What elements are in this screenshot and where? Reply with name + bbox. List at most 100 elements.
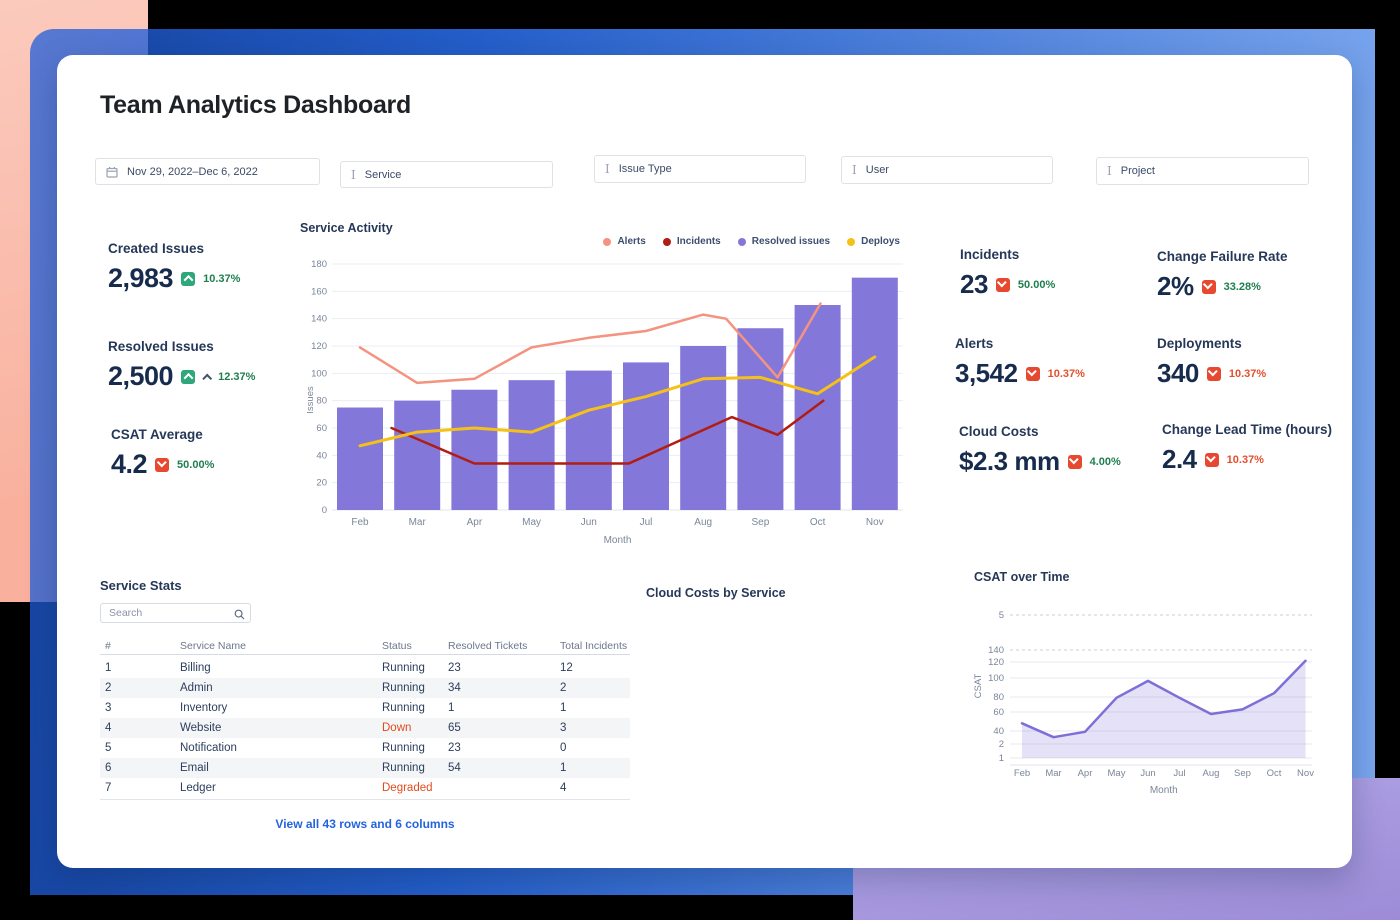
kpi-delta: 10.37% xyxy=(1226,453,1264,466)
kpi-incidents: Incidents 23 50.00% xyxy=(960,247,1055,300)
legend-item-alerts[interactable]: Alerts xyxy=(603,236,646,247)
cell-status: Degraded xyxy=(382,782,433,794)
kpi-value: 340 xyxy=(1157,358,1199,388)
kpi-value: 4.2 xyxy=(111,449,148,479)
service-activity-legend: Alerts Incidents Resolved issues Deploys xyxy=(603,236,900,247)
view-all-link[interactable]: View all 43 rows and 6 columns xyxy=(275,817,455,831)
kpi-delta: 10.37% xyxy=(1047,367,1085,380)
svg-text:120: 120 xyxy=(988,657,1004,668)
kpi-change-failure-rate: Change Failure Rate 2% 33.28% xyxy=(1157,249,1288,302)
kpi-value: 2,500 xyxy=(108,361,174,391)
cell-status: Running xyxy=(382,742,425,754)
text-cursor-icon: I xyxy=(1107,164,1112,178)
table-row[interactable]: 5 Notification Running 23 0 xyxy=(100,738,630,758)
filter-service-label: Service xyxy=(364,168,402,181)
svg-text:Oct: Oct xyxy=(1267,768,1282,779)
table-row[interactable]: 7 Ledger Degraded 4 xyxy=(100,778,630,798)
svg-text:Nov: Nov xyxy=(866,517,884,528)
legend-dot xyxy=(847,237,856,246)
legend-item-incidents[interactable]: Incidents xyxy=(662,236,721,247)
cell-resolved: 23 xyxy=(448,662,461,674)
cell-incidents: 1 xyxy=(560,702,567,714)
svg-text:80: 80 xyxy=(316,396,327,407)
filter-service[interactable]: I Service xyxy=(340,161,553,188)
svg-text:Month: Month xyxy=(1150,785,1178,795)
text-cursor-icon: I xyxy=(351,167,356,182)
table-row[interactable]: 4 Website Down 65 3 xyxy=(100,718,630,738)
csat-over-time-title: CSAT over Time xyxy=(974,570,1070,584)
col-header-service-name: Service Name xyxy=(180,639,246,652)
kpi-delta: 50.00% xyxy=(1017,278,1056,291)
filter-project-label: Project xyxy=(1120,165,1155,177)
filter-issue-type-label: Issue Type xyxy=(618,163,672,175)
kpi-value: 23 xyxy=(960,269,988,299)
service-stats-table: # Service Name Status Resolved Tickets T… xyxy=(100,637,630,800)
kpi-cloud-costs: Cloud Costs $2.3 mm 4.00% xyxy=(959,424,1121,477)
svg-text:Aug: Aug xyxy=(1203,768,1220,779)
table-row[interactable]: 6 Email Running 54 1 xyxy=(100,758,630,778)
kpi-delta: 10.37% xyxy=(203,272,241,285)
date-range-value: Nov 29, 2022–Dec 6, 2022 xyxy=(127,165,258,178)
svg-text:Jul: Jul xyxy=(1173,768,1185,779)
kpi-change-lead-time: Change Lead Time (hours) 2.4 10.37% xyxy=(1162,422,1332,475)
kpi-resolved-issues: Resolved Issues 2,500 12.37% xyxy=(108,339,255,392)
kpi-label: Change Lead Time (hours) xyxy=(1162,422,1333,437)
svg-text:1: 1 xyxy=(999,753,1004,764)
svg-text:Jul: Jul xyxy=(640,517,653,528)
svg-text:Jun: Jun xyxy=(581,517,597,528)
table-row[interactable]: 3 Inventory Running 1 1 xyxy=(100,698,630,718)
kpi-label: Alerts xyxy=(955,336,994,351)
svg-text:100: 100 xyxy=(311,368,327,379)
svg-text:60: 60 xyxy=(316,423,327,434)
cell-resolved: 23 xyxy=(448,742,461,754)
date-range-filter[interactable]: Nov 29, 2022–Dec 6, 2022 xyxy=(95,158,320,185)
legend-item-resolved-issues[interactable]: Resolved issues xyxy=(737,236,831,247)
svg-text:Apr: Apr xyxy=(1078,768,1093,779)
svg-text:160: 160 xyxy=(311,286,327,297)
search-input[interactable] xyxy=(100,603,251,623)
svg-text:Sep: Sep xyxy=(752,517,770,528)
svg-text:Sep: Sep xyxy=(1234,768,1251,779)
svg-text:Month: Month xyxy=(604,535,632,546)
filter-user[interactable]: I User xyxy=(841,156,1053,184)
kpi-label: Cloud Costs xyxy=(959,424,1039,439)
calendar-icon xyxy=(106,166,118,178)
kpi-deployments: Deployments 340 10.37% xyxy=(1157,336,1266,389)
kpi-value: 2% xyxy=(1157,271,1194,301)
table-row[interactable]: 1 Billing Running 23 12 xyxy=(100,658,630,678)
cell-num: 2 xyxy=(105,682,112,694)
filter-issue-type[interactable]: I Issue Type xyxy=(594,155,806,183)
kpi-value: 3,542 xyxy=(955,358,1018,388)
kpi-created-issues: Created Issues 2,983 10.37% xyxy=(108,241,240,294)
cell-incidents: 3 xyxy=(560,722,567,734)
cell-name: Ledger xyxy=(180,782,216,794)
legend-dot xyxy=(603,237,612,246)
trend-down-icon xyxy=(1201,279,1216,294)
filter-project[interactable]: I Project xyxy=(1096,157,1309,185)
legend-item-deploys[interactable]: Deploys xyxy=(847,236,900,247)
kpi-value: 2,983 xyxy=(108,263,174,293)
svg-text:20: 20 xyxy=(316,478,327,489)
trend-up-icon xyxy=(181,271,196,286)
svg-text:Mar: Mar xyxy=(409,517,427,528)
search-box xyxy=(100,603,251,623)
cell-num: 6 xyxy=(105,762,112,774)
cell-status: Running xyxy=(382,762,425,774)
trend-down-icon xyxy=(1067,454,1082,469)
kpi-delta: 50.00% xyxy=(177,458,215,471)
trend-down-icon xyxy=(1025,366,1040,381)
svg-text:Nov: Nov xyxy=(1297,768,1314,779)
col-header-resolved-tickets: Resolved Tickets xyxy=(448,639,528,652)
trend-down-icon xyxy=(1204,452,1219,467)
col-header-total-incidents: Total Incidents xyxy=(560,639,628,652)
kpi-label: Resolved Issues xyxy=(108,339,214,354)
text-cursor-icon: I xyxy=(852,163,857,177)
search-icon[interactable] xyxy=(234,607,245,625)
svg-text:0: 0 xyxy=(322,505,327,516)
table-row[interactable]: 2 Admin Running 34 2 xyxy=(100,678,630,698)
cell-incidents: 0 xyxy=(560,742,567,754)
kpi-delta: 33.28% xyxy=(1223,280,1261,293)
kpi-label: Deployments xyxy=(1157,336,1242,351)
svg-text:100: 100 xyxy=(988,673,1004,684)
legend-label: Resolved issues xyxy=(751,236,831,247)
